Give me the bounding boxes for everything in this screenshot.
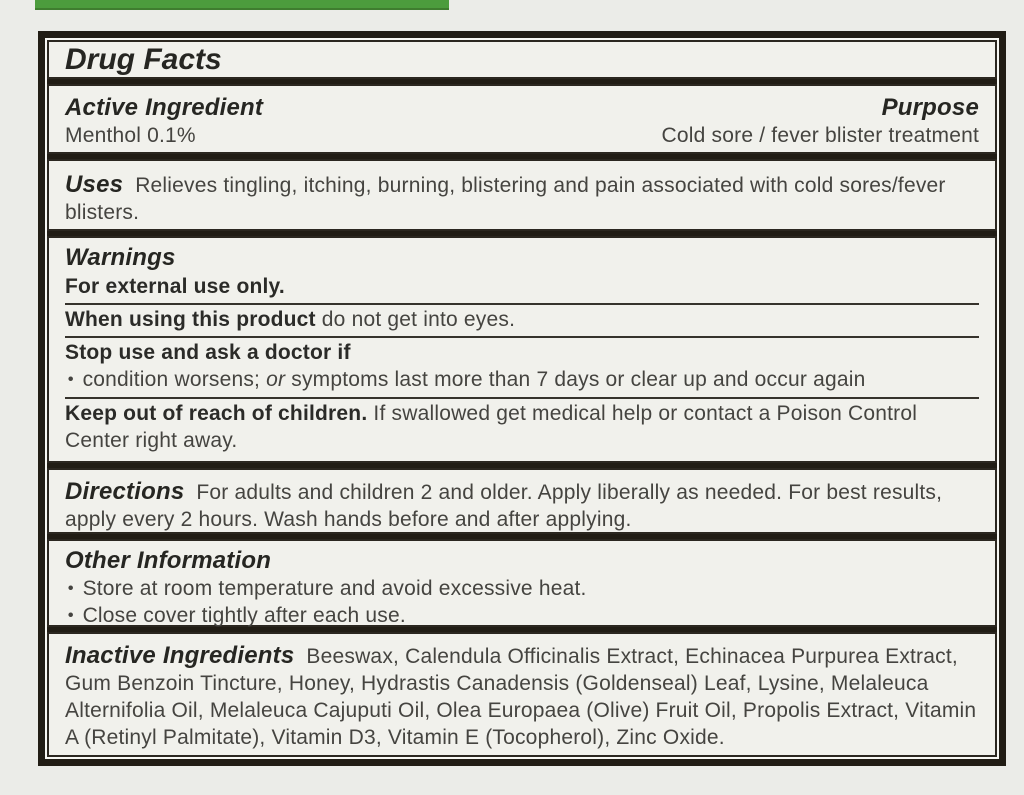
- section-warnings: Warnings For external use only. When usi…: [47, 236, 997, 463]
- uses-text: Relieves tingling, itching, burning, bli…: [65, 174, 946, 224]
- other-information-text: Store at room temperature and avoid exce…: [82, 577, 587, 600]
- warnings-divider: [65, 303, 979, 305]
- uses-heading: Uses: [65, 171, 124, 198]
- active-ingredient-column: Active Ingredient Menthol 0.1%: [65, 94, 263, 149]
- inactive-ingredients-text: Beeswax, Calendula Officinalis Extract, …: [65, 645, 977, 749]
- other-information-heading: Other Information: [65, 547, 272, 574]
- warnings-divider: [65, 397, 979, 399]
- section-inactive-ingredients: Inactive Ingredients Beeswax, Calendula O…: [47, 632, 997, 757]
- section-other-information: Other Information • Store at room tempera…: [47, 539, 997, 627]
- keep-out-bold: Keep out of reach of children.: [65, 402, 368, 425]
- drug-facts-title: Drug Facts: [65, 43, 222, 76]
- stop-use-pre: condition worsens;: [82, 368, 267, 391]
- section-uses: Uses Relieves tingling, itching, burning,…: [47, 159, 997, 231]
- directions-text: For adults and children 2 and older. App…: [65, 481, 943, 531]
- section-directions: Directions For adults and children 2 and …: [47, 468, 997, 534]
- warnings-external-use: For external use only.: [65, 275, 285, 298]
- package-brand-bar: [35, 0, 449, 10]
- warnings-stop-use-bullet: • condition worsens; or symptoms last mor…: [65, 366, 979, 397]
- stop-use-post: symptoms last more than 7 days or clear …: [285, 368, 866, 391]
- when-using-bold: When using this product: [65, 308, 316, 331]
- drug-facts-sections: Drug Facts Active Ingredient Menthol 0.1…: [47, 40, 997, 757]
- directions-heading: Directions: [65, 478, 185, 505]
- purpose-value: Cold sore / fever blister treatment: [661, 124, 979, 147]
- other-information-text: Close cover tightly after each use.: [82, 604, 406, 627]
- when-using-rest: do not get into eyes.: [315, 308, 516, 331]
- other-information-item: • Close cover tightly after each use.: [65, 602, 979, 629]
- section-active-ingredient: Active Ingredient Menthol 0.1% Purpose C…: [47, 84, 997, 154]
- bullet-glyph: •: [67, 579, 74, 598]
- warnings-keep-out: Keep out of reach of children. If swallo…: [65, 399, 979, 457]
- active-ingredient-heading: Active Ingredient: [65, 94, 264, 121]
- bullet-glyph: •: [67, 606, 74, 625]
- uses-paragraph: Uses Relieves tingling, itching, burning,…: [65, 171, 979, 226]
- warnings-heading: Warnings: [65, 244, 176, 271]
- warnings-divider: [65, 336, 979, 338]
- warnings-when-using: When using this product do not get into …: [65, 305, 979, 336]
- warnings-stop-use-heading: Stop use and ask a doctor if: [65, 341, 351, 364]
- other-information-item: • Store at room temperature and avoid exc…: [65, 575, 979, 602]
- bullet-glyph: •: [67, 370, 74, 389]
- inactive-ingredients-heading: Inactive Ingredients: [65, 642, 295, 669]
- stop-use-italic: or: [266, 368, 286, 391]
- directions-paragraph: Directions For adults and children 2 and …: [65, 478, 979, 533]
- keep-out-rest: If swallowed get medical help or contact…: [65, 402, 918, 452]
- purpose-column: Purpose Cold sore / fever blister treatm…: [662, 94, 979, 149]
- section-title: Drug Facts: [47, 40, 997, 79]
- active-ingredient-value: Menthol 0.1%: [65, 124, 196, 147]
- inactive-ingredients-paragraph: Inactive Ingredients Beeswax, Calendula O…: [65, 642, 979, 751]
- drug-facts-panel: Drug Facts Active Ingredient Menthol 0.1…: [38, 31, 1006, 766]
- purpose-heading: Purpose: [881, 94, 979, 121]
